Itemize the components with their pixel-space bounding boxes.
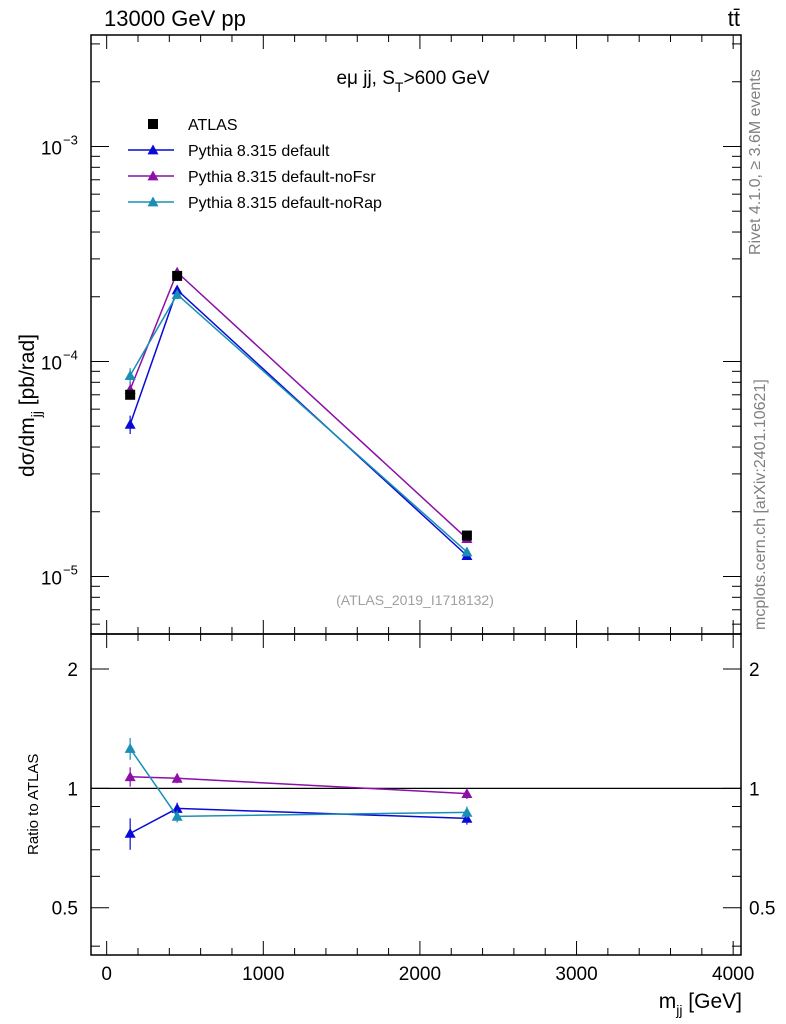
x-axis-label: mjj [GeV] [659, 990, 742, 1018]
y-axis-label: dσ/dmjj [pb/rad] [16, 334, 44, 477]
ratio-tick-label-right: 0.5 [749, 899, 775, 920]
ratio-tick-label-left: 0.5 [52, 899, 78, 920]
data-point [124, 370, 136, 380]
source-label: mcplots.cern.ch [arXiv:2401.10621] [752, 379, 769, 630]
y-tick-exponent: −5 [63, 562, 78, 577]
legend-label: Pythia 8.315 default-noRap [188, 195, 382, 212]
analysis-label: (ATLAS_2019_I1718132) [336, 592, 494, 608]
series-0 [124, 284, 473, 850]
ratio-plot-frame [90, 633, 742, 956]
legend-label: Pythia 8.315 default [188, 143, 330, 160]
ratio-point [171, 772, 183, 783]
process-label: tt̄ [728, 6, 740, 31]
series-2 [124, 288, 473, 823]
legend-item: Pythia 8.315 default [128, 143, 330, 160]
ratio-point [461, 788, 473, 798]
ratio-tick-label-left: 1 [67, 779, 78, 800]
plot-title-main: eμ jj, S [336, 68, 394, 89]
x-tick-label: 2000 [399, 964, 441, 985]
ratio-point [124, 827, 136, 838]
data-point [171, 288, 183, 299]
legend-item: ATLAS [148, 117, 238, 134]
legend-marker [147, 170, 159, 181]
collision-label: 13000 GeV pp [104, 6, 246, 31]
series-line [129, 288, 468, 557]
legend: ATLAS Pythia 8.315 default Pythia 8.315 de… [128, 117, 382, 212]
series-line [129, 270, 468, 540]
x-tick-label: 3000 [555, 964, 597, 985]
series-line [129, 293, 468, 553]
atlas-data-point [461, 530, 472, 541]
ratio-tick-label-right: 2 [749, 660, 760, 681]
atlas-data-point [125, 389, 136, 400]
x-axis-label-unit: [GeV] [682, 990, 742, 1013]
legend-item: Pythia 8.315 default-noFsr [128, 169, 376, 186]
legend-marker [147, 196, 159, 207]
data-point [461, 546, 473, 557]
ratio-tick-label-right: 1 [749, 779, 760, 800]
y-tick-label: 10 [41, 568, 62, 589]
y-tick-label: 10 [41, 138, 62, 159]
ratio-point [124, 771, 136, 782]
ratio-point [171, 802, 183, 813]
y-tick-exponent: −4 [63, 347, 78, 362]
plot-title-tail: >600 GeV [403, 68, 489, 89]
y-axis-label-unit: [pb/rad] [16, 334, 39, 411]
ratio-point [461, 806, 473, 817]
atlas-data-point [172, 270, 183, 281]
ratio-tick-label-left: 2 [67, 660, 78, 681]
series-group [124, 266, 473, 850]
ratio-axis-label: Ratio to ATLAS [25, 754, 42, 855]
data-point [124, 418, 136, 429]
legend-label: Pythia 8.315 default-noFsr [188, 169, 376, 186]
legend-item: Pythia 8.315 default-noRap [128, 195, 382, 212]
plot-title-sub: T [395, 79, 404, 95]
plot-title: eμ jj, ST>600 GeV [336, 68, 489, 95]
ratio-point [171, 810, 183, 821]
y-tick-label: 10 [41, 353, 62, 374]
ratio-point [124, 743, 136, 753]
legend-label: ATLAS [188, 117, 238, 134]
y-tick-exponent: −3 [63, 132, 78, 147]
legend-marker [147, 144, 159, 155]
x-axis-label-sub: jj [675, 1002, 682, 1018]
x-tick-label: 0 [101, 964, 112, 985]
x-axis-label-main: m [659, 990, 677, 1013]
rivet-version-label: Rivet 4.1.0, ≥ 3.6M events [747, 69, 764, 255]
x-tick-label: 1000 [242, 964, 284, 985]
legend-marker [148, 119, 158, 129]
y-axis-label-sub: jj [28, 411, 44, 418]
series-1 [124, 266, 473, 800]
y-axis-label-main: dσ/dm [16, 417, 39, 477]
x-tick-label: 4000 [712, 964, 754, 985]
